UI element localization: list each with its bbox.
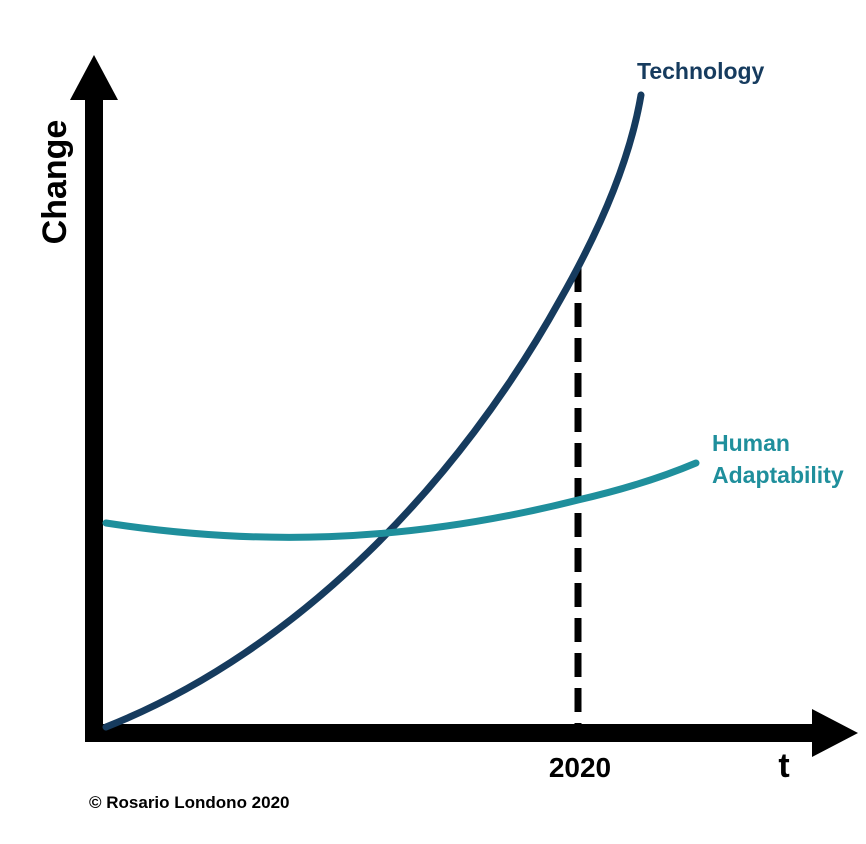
technology-series-line <box>102 91 645 731</box>
y-axis-label: Change <box>36 120 74 245</box>
human-adaptability-label-line1: Human <box>712 430 790 456</box>
technology-series-label: Technology <box>637 58 765 84</box>
x-tick-label-2020: 2020 <box>549 752 611 783</box>
x-axis-label: t <box>778 747 789 785</box>
human-adaptability-label-line2: Adaptability <box>712 462 844 488</box>
y-axis-arrowhead <box>70 55 118 100</box>
copyright-footer: © Rosario Londono 2020 <box>89 793 290 812</box>
x-axis-arrowhead <box>812 709 858 757</box>
human-adaptability-series-line <box>102 459 700 541</box>
